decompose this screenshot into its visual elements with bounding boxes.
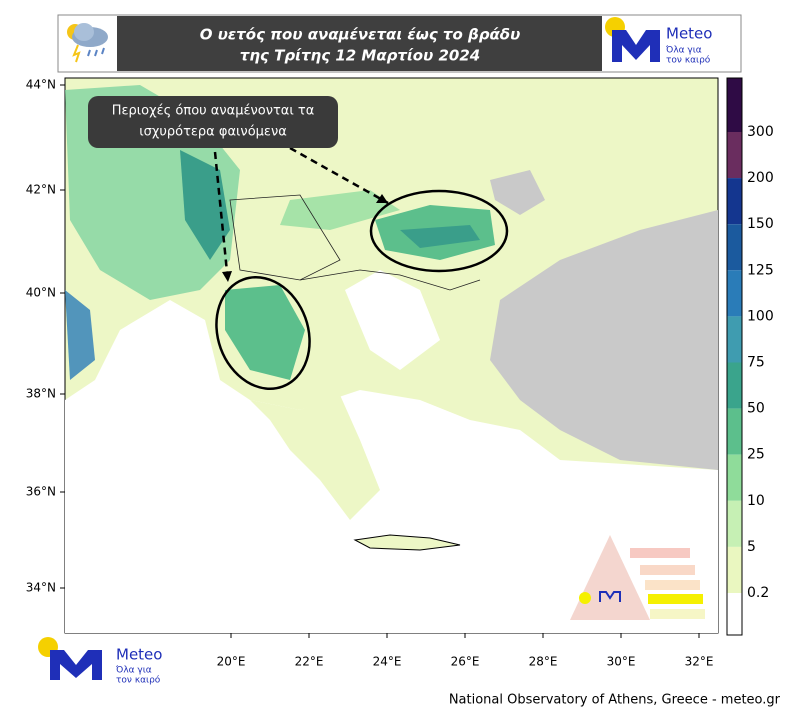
colorbar-label: 150 [747, 216, 774, 232]
colorbar-label: 25 [747, 447, 765, 463]
peloponnese [250, 395, 380, 520]
colorbar-band [727, 224, 742, 271]
title-line: της Τρίτης 12 Μαρτίου 2024 [240, 47, 480, 65]
rain-heavy [400, 225, 480, 248]
lon-label: 26°E [451, 655, 480, 669]
colorbar-label: 0.2 [747, 585, 769, 601]
lon-label: 22°E [295, 655, 324, 669]
sea [65, 300, 718, 633]
colorbar-band [727, 270, 742, 317]
lat-labels: 44°N 42°N 40°N 38°N 36°N 34°N [26, 78, 65, 595]
arrow [213, 151, 230, 283]
lon-label: 24°E [373, 655, 402, 669]
logo-brand: Meteo [116, 646, 162, 664]
meteo-logo: Meteo Όλα για τον καιρό [38, 637, 162, 686]
rain-area [280, 190, 400, 230]
colorbar-band [727, 408, 742, 455]
lat-label: 34°N [26, 581, 56, 595]
turkey [490, 210, 718, 470]
colorbar-label: 5 [747, 539, 756, 555]
lon-labels: 20°E 22°E 24°E 26°E 28°E 30°E 32°E [217, 633, 714, 669]
colorbar-band [727, 78, 742, 132]
lat-label: 38°N [26, 387, 56, 401]
map: Περιοχές όπου αναμένονται τα ισχυρότερα … [64, 77, 719, 634]
colorbar-band [727, 593, 742, 635]
border [229, 194, 341, 281]
lon-label: 30°E [607, 655, 636, 669]
logo-tagline: Όλα για [665, 45, 702, 56]
rain-heavy [65, 290, 95, 380]
land-gray [490, 170, 545, 215]
colorbar-band [727, 500, 742, 547]
annotation-line: ισχυρότερα φαινόμενα [139, 125, 287, 140]
logo-brand: Meteo [666, 25, 712, 43]
colorbar-label: 100 [747, 308, 774, 324]
lat-label: 40°N [26, 286, 56, 300]
title-line: Ο υετός που αναμένεται έως το βράδυ [200, 26, 521, 44]
arrow [289, 146, 389, 205]
rain-area [225, 285, 305, 380]
colorbar-label: 50 [747, 401, 765, 417]
coastline [299, 269, 481, 291]
lon-label: 20°E [217, 655, 246, 669]
arrow-head [222, 271, 232, 282]
colorbar-label: 125 [747, 262, 774, 278]
colorbar-frame [726, 77, 743, 636]
annotation-line: Περιοχές όπου αναμένονται τα [112, 104, 315, 119]
colorbar-band [727, 178, 742, 225]
lon-label: 32°E [685, 655, 714, 669]
logo-tagline: τον καιρό [666, 55, 711, 66]
annotation-box [88, 96, 338, 148]
lat-label: 36°N [26, 485, 56, 499]
colorbar-label: 10 [747, 493, 765, 509]
colorbar: 300 200 150 125 100 75 50 25 10 5 0.2 [726, 77, 774, 636]
meteo-logo: Meteo Όλα για τον καιρό [605, 17, 712, 66]
aegean-north [345, 270, 440, 370]
colorbar-band [727, 362, 742, 409]
arrow-head [376, 194, 388, 203]
risk-legend [563, 530, 713, 628]
title-banner [117, 16, 602, 71]
colorbar-label: 300 [747, 124, 774, 140]
lat-label: 44°N [26, 78, 56, 92]
highlight-ellipse [215, 276, 311, 390]
logo-tagline: τον καιρό [116, 675, 161, 686]
logo-tagline: Όλα για [115, 665, 152, 676]
colorbar-label: 75 [747, 355, 765, 371]
colorbar-label: 200 [747, 170, 774, 186]
crete [353, 534, 461, 551]
weather-icon [67, 23, 108, 63]
colorbar-band [727, 454, 742, 501]
colorbar-band [727, 132, 742, 179]
colorbar-band [727, 546, 742, 593]
lat-label: 42°N [26, 183, 56, 197]
footer: National Observatory of Athens, Greece -… [449, 693, 781, 708]
lon-label: 28°E [529, 655, 558, 669]
colorbar-band [727, 316, 742, 363]
highlight-ellipse [369, 189, 509, 273]
